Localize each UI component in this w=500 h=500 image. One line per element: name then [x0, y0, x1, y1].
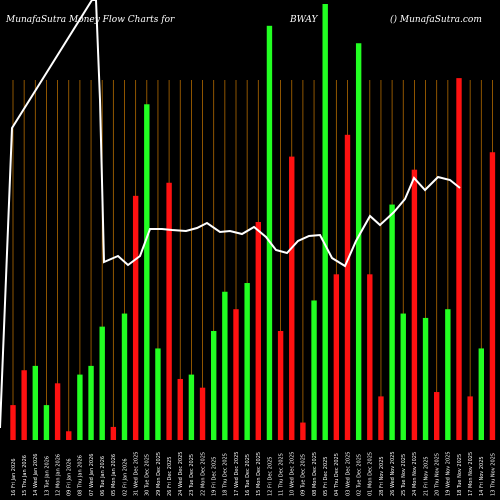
header-right: () MunafaSutra.com: [390, 14, 482, 25]
x-tick-label: 24 Wed Dec 2025: [178, 452, 184, 496]
bar-up-23: [266, 25, 273, 441]
bar-up-13: [155, 348, 161, 440]
x-tick-label: 05 Mon Jan 2026: [111, 454, 117, 496]
bar-up-27: [311, 300, 317, 440]
x-tick-label: 12 Mon Jan 2026: [55, 454, 61, 496]
money-flow-line: [0, 0, 461, 429]
bar-down-30: [344, 134, 351, 441]
x-tick-label: 21 Fri Nov 2025: [423, 456, 429, 496]
bar-down-41: [467, 396, 473, 440]
bar-down-15: [177, 378, 183, 440]
bar-up-16: [188, 374, 195, 440]
bar-down-38: [434, 392, 440, 440]
bar-down-20: [233, 309, 239, 440]
bar-up-31: [355, 43, 362, 441]
bar-down-36: [411, 169, 418, 440]
x-tick-labels: 16 Fri Jan 2026 15 Thu Jan 2026 14 Wed Jan…: [11, 451, 496, 497]
x-tick-label: 12 Fri Dec 2025: [267, 457, 273, 497]
bar-down-33: [378, 396, 384, 440]
bar-series: [10, 4, 496, 441]
bar-up-18: [211, 331, 217, 440]
x-tick-label: 19 Fri Dec 2025: [212, 457, 218, 497]
bar-down-32: [367, 274, 373, 440]
x-tick-label: 16 Fri Jan 2026: [11, 458, 17, 496]
x-tick-label: 25 Tue Nov 2025: [401, 454, 407, 496]
x-tick-label: 13 Thu Nov 2025: [490, 453, 496, 496]
x-tick-label: 02 Tue Dec 2025: [356, 454, 362, 496]
bar-down-24: [277, 331, 284, 440]
bar-up-21: [244, 283, 250, 440]
x-tick-label: 18 Tue Nov 2025: [457, 454, 463, 496]
x-tick-label: 26 Wed Nov 2025: [390, 451, 396, 496]
x-tick-label: 01 Mon Dec 2025: [368, 452, 374, 496]
bar-down-40: [456, 78, 462, 441]
x-tick-label: 30 Tue Dec 2025: [145, 454, 151, 496]
x-tick-label: 15 Mon Dec 2025: [256, 452, 262, 496]
bar-down-25: [289, 156, 295, 440]
x-tick-label: 02 Fri Jan 2026: [122, 458, 128, 496]
x-tick-label: 18 Thu Dec 2025: [223, 453, 229, 496]
bar-up-7: [88, 365, 94, 440]
x-tick-label: 19 Wed Nov 2025: [446, 451, 452, 496]
x-tick-label: 09 Fri Jan 2026: [67, 458, 73, 496]
x-tick-label: 31 Wed Dec 2025: [133, 452, 139, 496]
bar-down-22: [255, 222, 261, 440]
x-tick-label: 22 Mon Dec 2025: [200, 452, 206, 496]
bar-up-19: [222, 291, 228, 440]
x-tick-label: 10 Wed Dec 2025: [290, 452, 296, 496]
bar-down-11: [132, 195, 139, 440]
x-tick-label: 15 Thu Jan 2026: [22, 455, 28, 496]
bar-down-0: [10, 405, 16, 440]
bar-down-9: [110, 426, 117, 440]
x-tick-label: 13 Tue Jan 2026: [44, 456, 50, 496]
x-tick-label: 03 Wed Dec 2025: [345, 452, 351, 496]
x-tick-label: 23 Tue Dec 2025: [189, 454, 195, 496]
bar-up-34: [389, 204, 395, 440]
x-tick-label: 06 Tue Jan 2026: [100, 456, 106, 496]
x-tick-label: 26 Fri Dec 2025: [167, 457, 173, 497]
bar-down-5: [66, 431, 72, 440]
x-tick-label: 14 Wed Jan 2026: [33, 454, 39, 496]
bar-down-29: [333, 274, 340, 440]
x-tick-label: 05 Fri Dec 2025: [323, 457, 329, 497]
bar-down-26: [300, 422, 306, 440]
bar-up-28: [322, 4, 328, 440]
bar-down-1: [21, 370, 27, 440]
x-tick-label: 09 Tue Dec 2025: [301, 454, 307, 496]
bar-down-43: [489, 152, 496, 441]
x-tick-label: 16 Tue Dec 2025: [245, 454, 251, 496]
bar-up-6: [77, 374, 83, 440]
x-tick-label: 04 Thu Dec 2025: [334, 453, 340, 496]
bar-down-4: [54, 383, 61, 440]
x-tick-label: 17 Mon Nov 2025: [468, 452, 474, 496]
x-tick-label: 08 Thu Jan 2026: [78, 455, 84, 496]
bar-up-35: [400, 313, 406, 440]
x-tick-label: 28 Fri Nov 2025: [379, 456, 385, 496]
bar-up-3: [43, 405, 50, 440]
bar-up-2: [32, 365, 38, 440]
bar-down-17: [199, 387, 206, 440]
x-tick-label: 08 Mon Dec 2025: [312, 452, 318, 496]
bar-up-8: [99, 326, 105, 440]
bar-up-37: [422, 317, 429, 440]
bar-up-10: [121, 313, 128, 440]
x-tick-label: 14 Fri Nov 2025: [479, 456, 485, 496]
bar-up-39: [445, 309, 451, 440]
header-left: MunafaSutra Money Flow Charts for: [5, 15, 175, 25]
x-tick-label: 17 Wed Dec 2025: [234, 452, 240, 496]
bar-up-42: [478, 348, 484, 440]
x-tick-label: 20 Thu Nov 2025: [435, 453, 441, 496]
bar-down-14: [166, 182, 172, 440]
x-tick-label: 11 Thu Dec 2025: [278, 453, 284, 496]
bar-up-12: [144, 104, 150, 440]
header-ticker: BWAY: [289, 15, 319, 25]
x-tick-label: 29 Mon Dec 2025: [156, 452, 162, 496]
x-tick-label: 24 Mon Nov 2025: [412, 452, 418, 496]
x-tick-label: 07 Wed Jan 2026: [89, 454, 95, 496]
